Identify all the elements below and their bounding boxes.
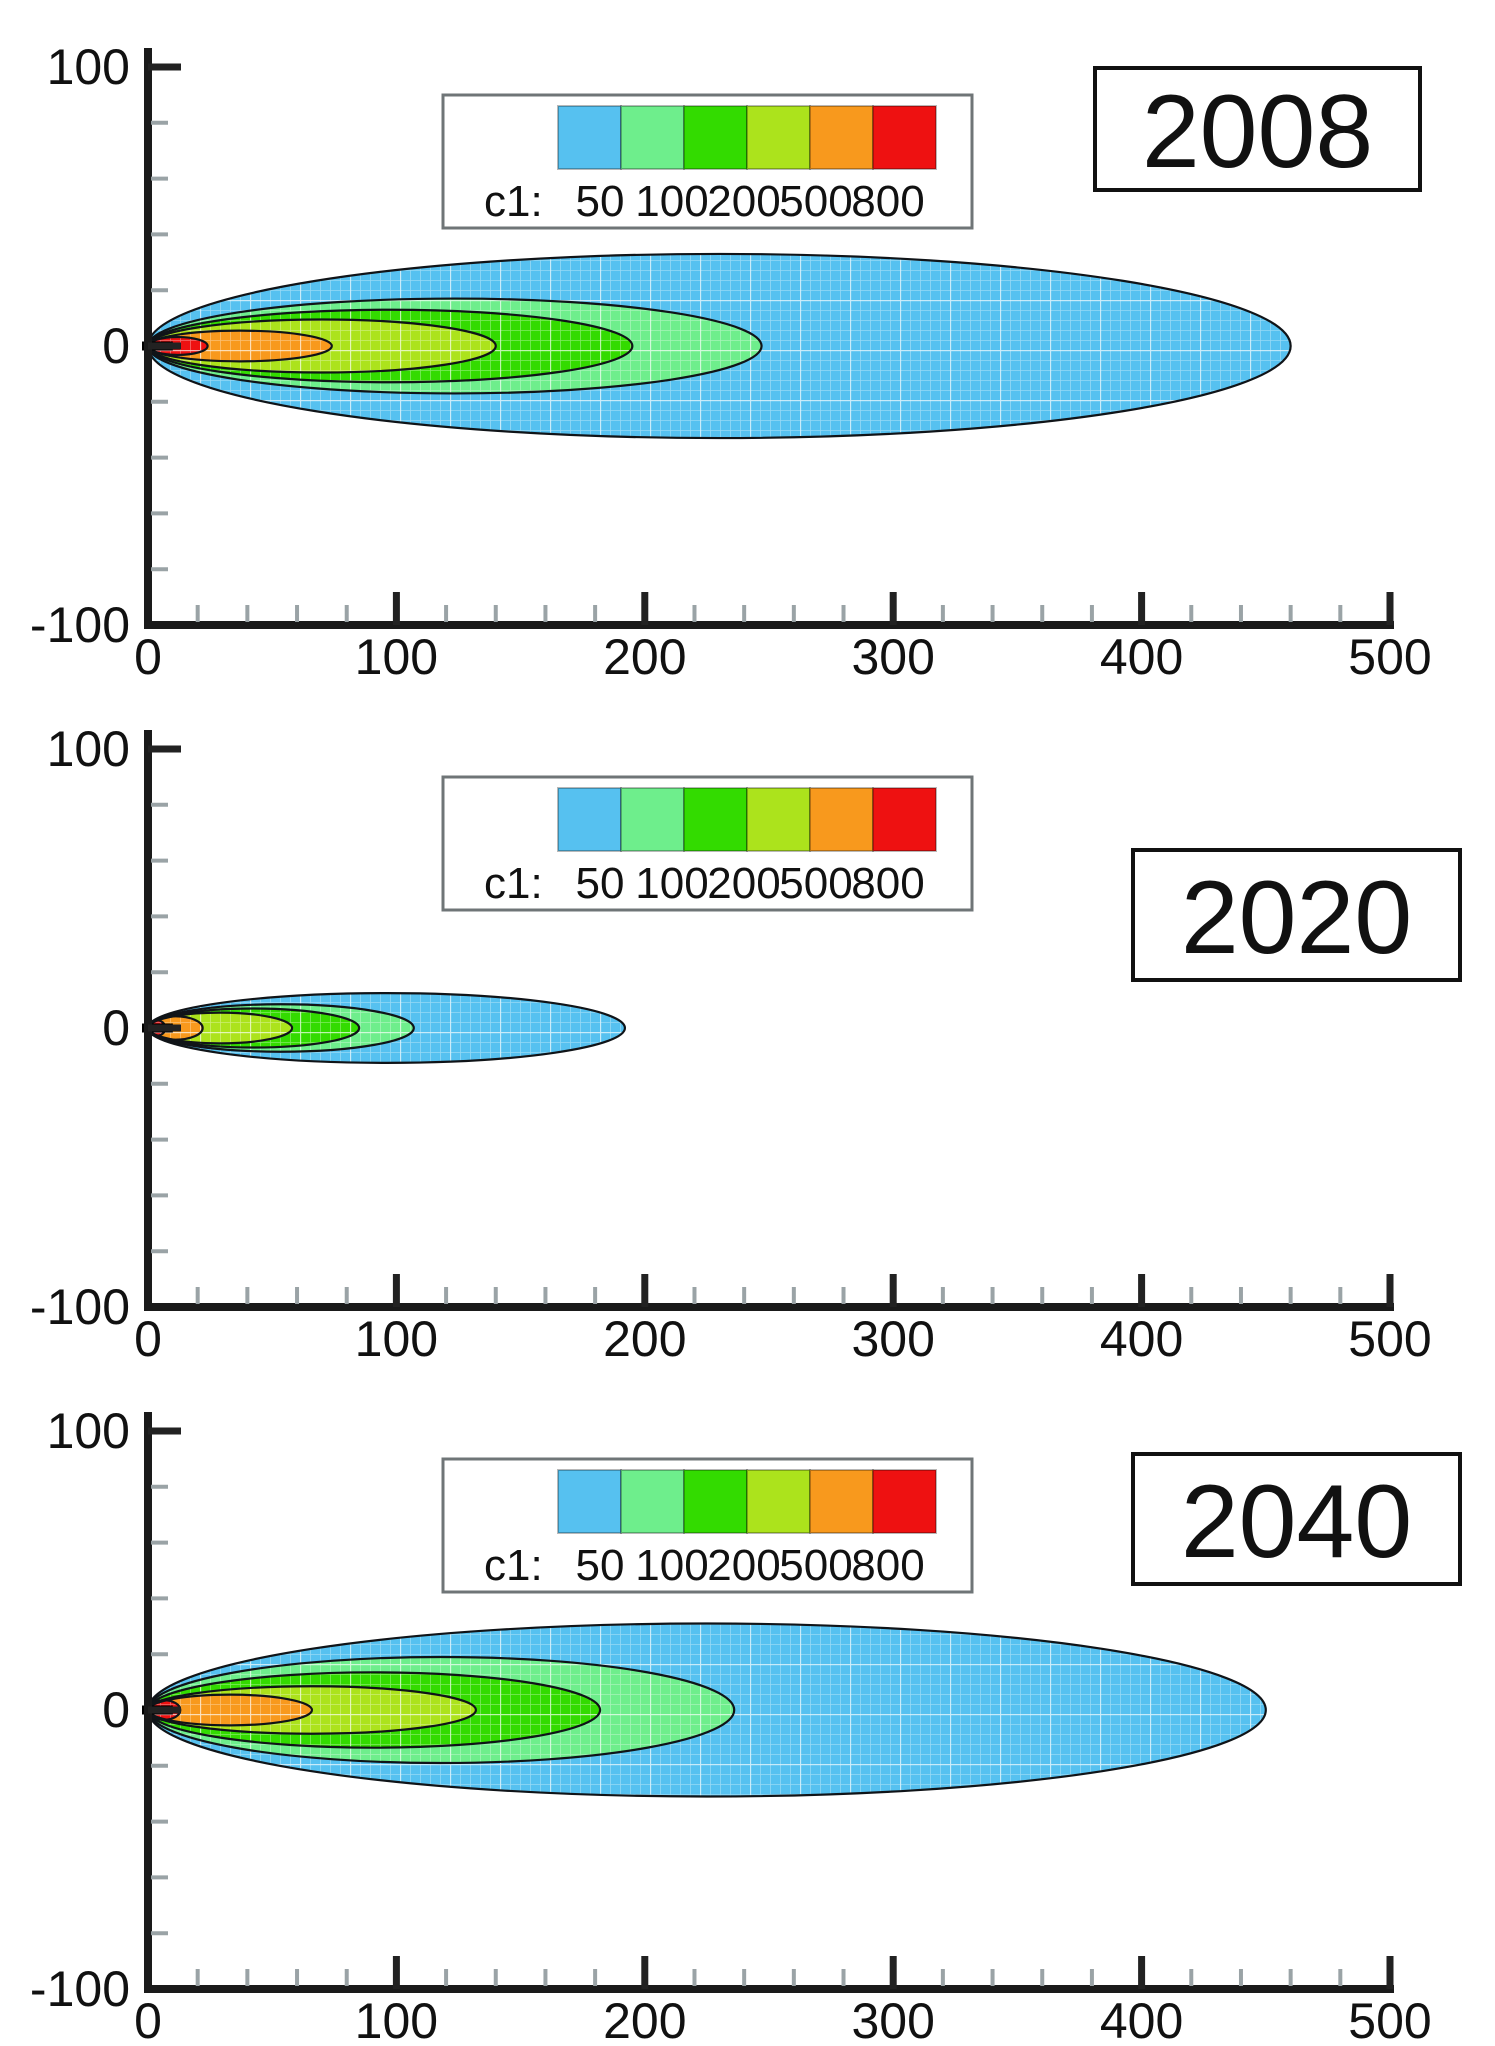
- year-box-frame: [1131, 1452, 1462, 1586]
- legend-swatch-blue: [557, 787, 622, 852]
- legend-tick-200: 200: [707, 1541, 780, 1590]
- legend-variable-label: c1:: [484, 859, 543, 908]
- legend-tick-50: 50: [576, 859, 625, 908]
- x-tick-label-0: 0: [134, 1311, 162, 1364]
- y-axis: [144, 48, 152, 629]
- legend-swatch-blue: [557, 105, 622, 170]
- x-tick-label-500: 500: [1348, 1311, 1431, 1364]
- x-tick-label-300: 300: [851, 629, 934, 682]
- x-tick-label-200: 200: [603, 629, 686, 682]
- legend-tick-500: 500: [779, 1541, 852, 1590]
- x-tick-label-100: 100: [355, 629, 438, 682]
- x-tick-label-400: 400: [1100, 1311, 1183, 1364]
- legend-tick-500: 500: [779, 177, 852, 226]
- mesh-overlay-bold: [148, 1623, 1266, 1797]
- x-tick-label-200: 200: [603, 1311, 686, 1364]
- y-tick-label-100: 100: [47, 1403, 130, 1459]
- legend-tick-50: 50: [576, 1541, 625, 1590]
- legend-swatch-red: [872, 787, 937, 852]
- year-label: 2040: [1181, 1464, 1412, 1580]
- year-box-2020: 2020: [1131, 848, 1462, 982]
- x-tick-label-100: 100: [355, 1311, 438, 1364]
- x-axis: [144, 1985, 1394, 1993]
- legend-swatch-red: [872, 1469, 937, 1534]
- y-tick-label-0: 0: [102, 1682, 130, 1738]
- legend-swatch-chartreuse: [746, 105, 811, 170]
- legend-tick-500: 500: [779, 859, 852, 908]
- axes: [144, 1412, 1394, 1993]
- x-tick-label-300: 300: [851, 1993, 934, 2046]
- plume-contours: [146, 252, 1292, 440]
- y-tick-label-100: 100: [47, 721, 130, 777]
- legend-swatch-light_green: [620, 105, 685, 170]
- y-axis: [144, 1412, 152, 1993]
- legend-swatch-blue: [557, 1469, 622, 1534]
- mesh-overlay-bold: [147, 993, 625, 1063]
- y-tick-label-0: 0: [102, 318, 130, 374]
- legend-tick-800: 800: [851, 859, 924, 908]
- legend-swatch-green: [683, 105, 748, 170]
- legend-swatch-orange: [809, 787, 874, 852]
- legend-swatch-chartreuse: [746, 1469, 811, 1534]
- x-tick-label-300: 300: [851, 1311, 934, 1364]
- legend-swatch-red: [872, 105, 937, 170]
- legend-swatch-green: [683, 787, 748, 852]
- x-axis: [144, 1303, 1394, 1311]
- legend-swatch-light_green: [620, 1469, 685, 1534]
- x-tick-label-100: 100: [355, 1993, 438, 2046]
- x-tick-label-500: 500: [1348, 1993, 1431, 2046]
- legend-tick-200: 200: [707, 859, 780, 908]
- y-tick-label-100: 100: [47, 39, 130, 95]
- y-tick-label--100: -100: [30, 597, 130, 653]
- year-box-frame: [1131, 848, 1462, 982]
- year-label: 2020: [1181, 860, 1412, 976]
- legend-tick-100: 100: [635, 859, 708, 908]
- x-tick-label-500: 500: [1348, 629, 1431, 682]
- year-label: 2008: [1142, 74, 1373, 190]
- legend-tick-200: 200: [707, 177, 780, 226]
- x-axis: [144, 621, 1394, 629]
- y-tick-label--100: -100: [30, 1279, 130, 1335]
- x-tick-label-200: 200: [603, 1993, 686, 2046]
- legend-swatch-light_green: [620, 787, 685, 852]
- legend-variable-label: c1:: [484, 1541, 543, 1590]
- legend-tick-100: 100: [635, 177, 708, 226]
- y-axis: [144, 730, 152, 1311]
- legend-swatch-green: [683, 1469, 748, 1534]
- legend-tick-800: 800: [851, 1541, 924, 1590]
- legend-swatch-orange: [809, 1469, 874, 1534]
- axes: [144, 48, 1394, 629]
- legend-tick-100: 100: [635, 1541, 708, 1590]
- axes: [144, 730, 1394, 1311]
- x-tick-label-0: 0: [134, 1993, 162, 2046]
- plume-contours: [146, 1622, 1267, 1798]
- year-box-frame: [1093, 66, 1422, 192]
- x-tick-label-400: 400: [1100, 629, 1183, 682]
- y-tick-label-0: 0: [102, 1000, 130, 1056]
- x-tick-label-0: 0: [134, 629, 162, 682]
- y-tick-label--100: -100: [30, 1961, 130, 2017]
- legend-tick-50: 50: [576, 177, 625, 226]
- plume-contours: [146, 992, 627, 1064]
- x-tick-label-400: 400: [1100, 1993, 1183, 2046]
- mesh-overlay-bold: [148, 253, 1291, 439]
- legend-tick-800: 800: [851, 177, 924, 226]
- legend-variable-label: c1:: [484, 177, 543, 226]
- year-box-2040: 2040: [1131, 1452, 1462, 1586]
- legend-swatch-chartreuse: [746, 787, 811, 852]
- year-box-2008: 2008: [1093, 66, 1422, 192]
- legend-swatch-orange: [809, 105, 874, 170]
